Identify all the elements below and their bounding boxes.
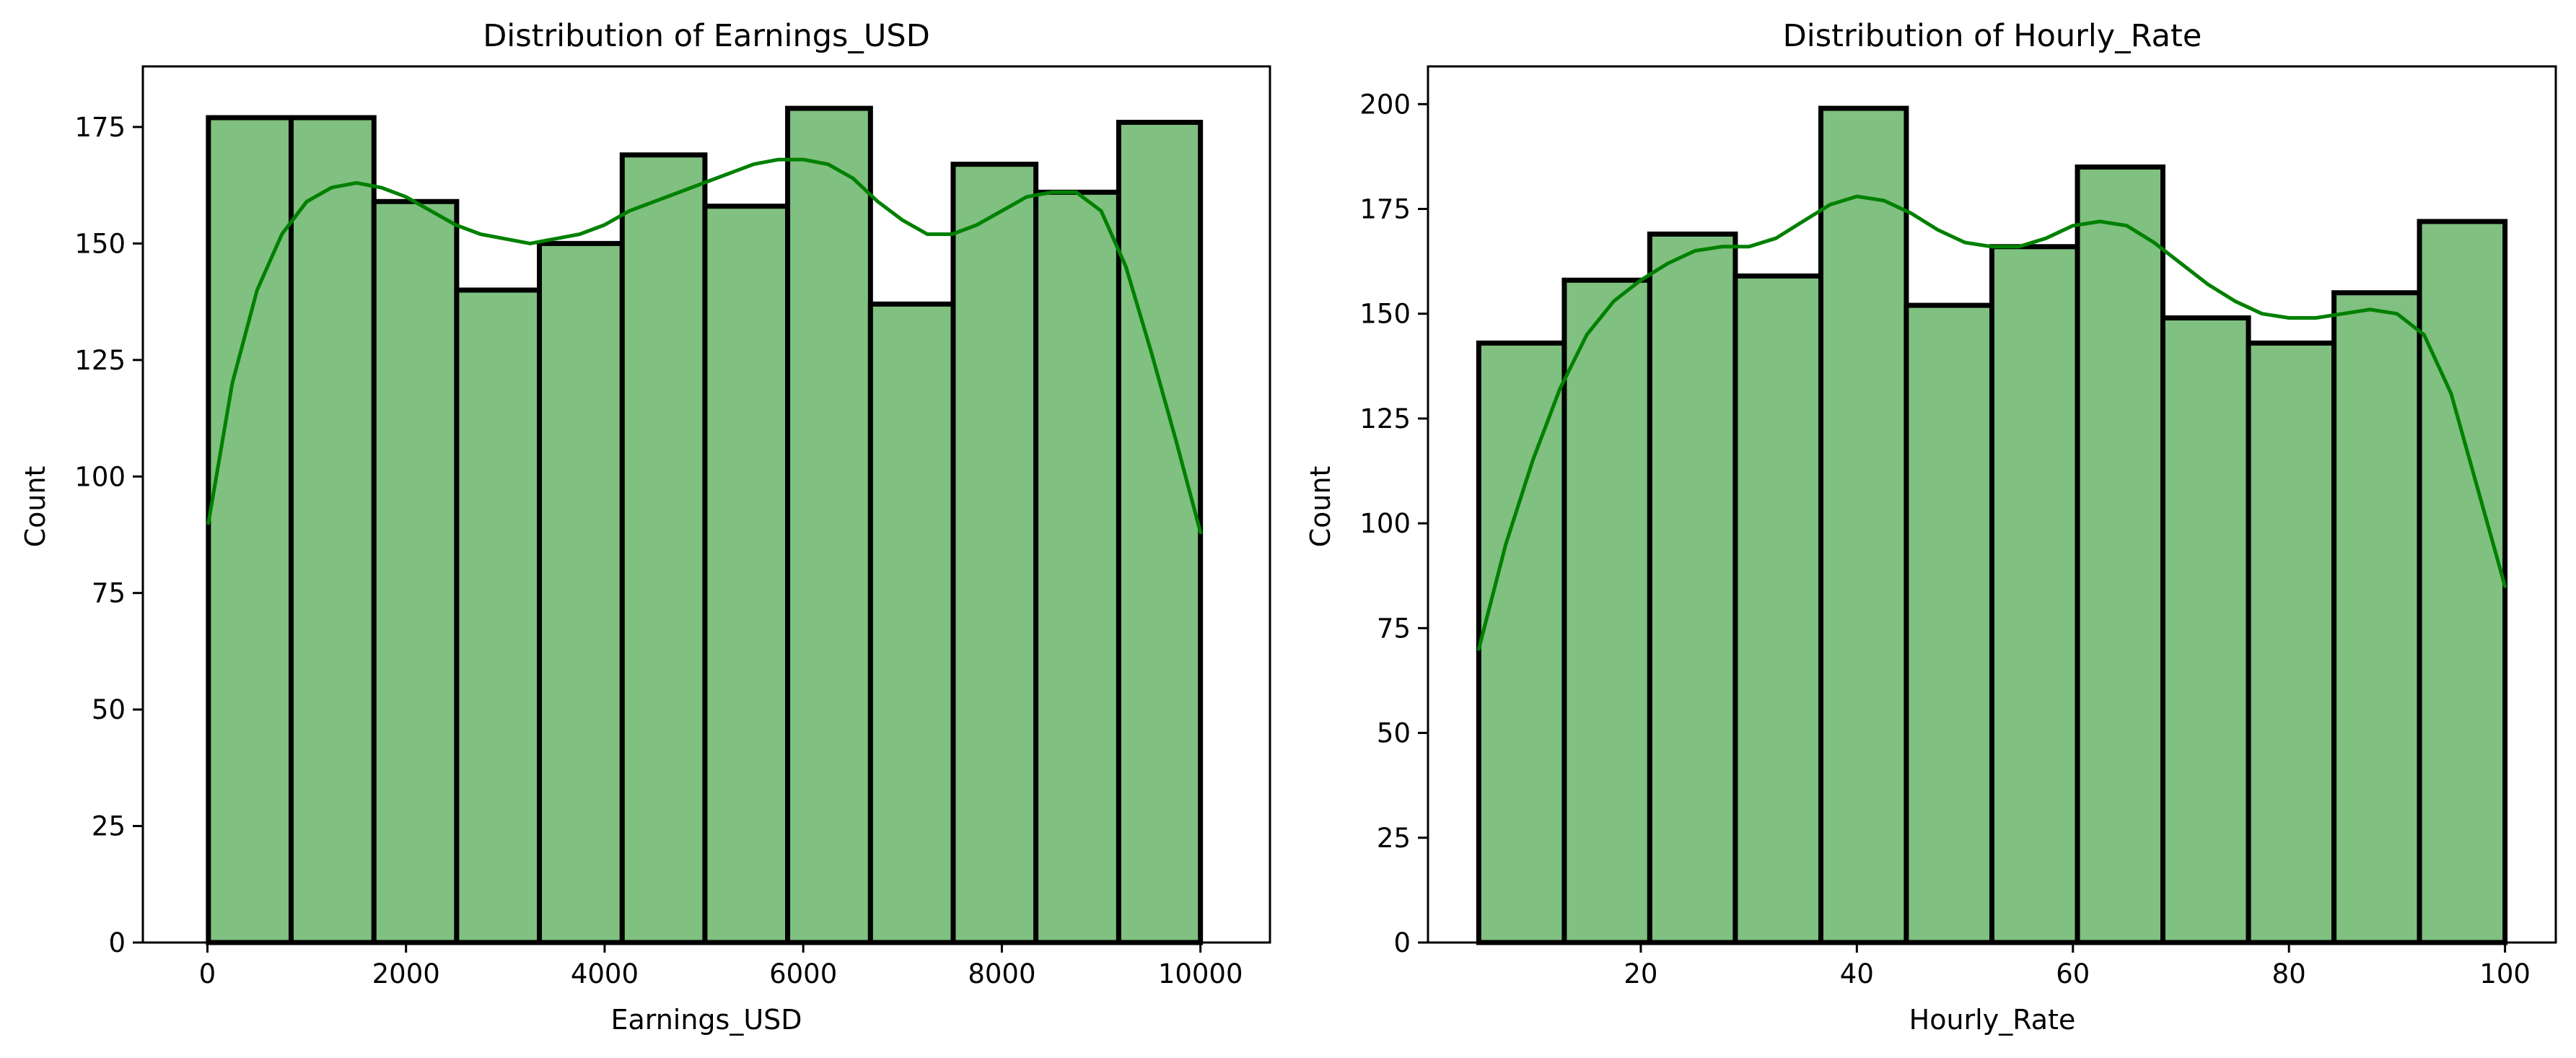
histogram-bar [2246, 340, 2337, 945]
histogram-bar [702, 204, 791, 945]
histogram-bar [1903, 302, 1994, 945]
histogram-bar [785, 105, 873, 945]
histogram-bars [206, 105, 1204, 945]
y-tick-label: 0 [108, 927, 126, 958]
histogram-bar [1732, 273, 1824, 945]
x-tick-label: 80 [2272, 958, 2306, 989]
histogram-bars [1476, 105, 2508, 945]
plot-frame [1427, 65, 2557, 944]
histogram-bar [1116, 119, 1204, 945]
x-tick-label: 0 [199, 958, 216, 989]
histogram-bar [2331, 290, 2422, 945]
y-tick-label: 100 [1359, 508, 1411, 539]
kde-line [1476, 194, 2507, 651]
y-tick-label: 25 [1377, 823, 1411, 854]
histogram-bar [1989, 244, 2080, 945]
plot-frame [141, 65, 1271, 944]
earnings-histogram-panel: Distribution of Earnings_USD Earnings_US… [19, 18, 1271, 1036]
x-tick-label: 60 [2056, 958, 2090, 989]
y-tick-label: 175 [1359, 193, 1411, 224]
histogram-bar [1818, 105, 1909, 945]
kde-line [206, 157, 1203, 535]
y-tick-label: 75 [92, 578, 126, 609]
histogram-bar [2160, 315, 2251, 945]
y-tick-label: 175 [74, 112, 126, 143]
histogram-bar [1647, 231, 1738, 945]
histogram-bar [950, 162, 1039, 945]
y-tick-label: 100 [74, 461, 126, 492]
histogram-bar [2075, 164, 2165, 945]
x-tick-label: 4000 [571, 958, 639, 989]
x-tick-label: 100 [2479, 958, 2531, 989]
y-tick-label: 50 [92, 694, 126, 725]
hourly-rate-histogram-panel: Distribution of Hourly_Rate Hourly_Rate … [1305, 18, 2557, 1036]
y-tick-label: 125 [74, 345, 126, 376]
y-axis-label: Count [1305, 466, 1336, 548]
y-tick-label: 200 [1359, 89, 1411, 120]
histogram-bar [2417, 219, 2508, 945]
histogram-bar [206, 115, 294, 945]
y-tick-label: 150 [1359, 299, 1411, 330]
histogram-bar [1476, 340, 1567, 945]
y-axis-label: Count [19, 466, 51, 548]
histogram-bar [537, 240, 625, 945]
histogram-bar [371, 198, 460, 945]
x-tick-label: 8000 [968, 958, 1035, 989]
chart-title: Distribution of Earnings_USD [483, 18, 930, 54]
y-tick-label: 50 [1377, 718, 1411, 749]
histogram-bar [867, 301, 956, 945]
x-tick-label: 20 [1624, 958, 1657, 989]
histogram-bar [1033, 189, 1121, 945]
histogram-bar [1561, 277, 1652, 945]
x-tick-label: 2000 [372, 958, 440, 989]
y-tick-label: 0 [1393, 927, 1411, 958]
histogram-bar [454, 287, 543, 945]
y-tick-label: 125 [1359, 403, 1411, 434]
y-tick-label: 25 [92, 811, 126, 842]
x-axis-label: Earnings_USD [610, 1004, 802, 1036]
x-tick-label: 6000 [769, 958, 837, 989]
histogram-bar [288, 115, 377, 945]
y-tick-label: 75 [1377, 613, 1411, 644]
chart-title: Distribution of Hourly_Rate [1783, 18, 2202, 54]
x-tick-label: 10000 [1158, 958, 1243, 989]
x-axis-label: Hourly_Rate [1909, 1004, 2076, 1036]
histogram-bar [619, 152, 708, 945]
x-tick-label: 40 [1840, 958, 1874, 989]
y-tick-label: 150 [74, 228, 126, 259]
